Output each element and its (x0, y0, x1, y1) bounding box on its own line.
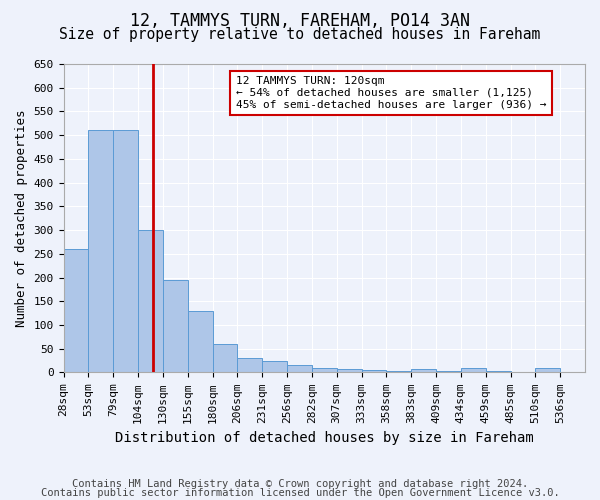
Text: Contains HM Land Registry data © Crown copyright and database right 2024.: Contains HM Land Registry data © Crown c… (72, 479, 528, 489)
Text: 12, TAMMYS TURN, FAREHAM, PO14 3AN: 12, TAMMYS TURN, FAREHAM, PO14 3AN (130, 12, 470, 30)
Bar (88, 130, 113, 372)
Bar (163, 280, 188, 372)
Bar (188, 311, 212, 372)
Bar (337, 368, 362, 372)
Bar (535, 368, 560, 372)
Bar (485, 371, 511, 372)
Bar (138, 230, 163, 372)
Bar (436, 371, 461, 372)
Bar (411, 368, 436, 372)
Bar (238, 358, 262, 372)
Bar (64, 249, 88, 372)
Bar (287, 366, 312, 372)
Bar (262, 360, 287, 372)
Bar (461, 368, 485, 372)
Text: 12 TAMMYS TURN: 120sqm
← 54% of detached houses are smaller (1,125)
45% of semi-: 12 TAMMYS TURN: 120sqm ← 54% of detached… (236, 76, 546, 110)
Text: Size of property relative to detached houses in Fareham: Size of property relative to detached ho… (59, 28, 541, 42)
Bar (362, 370, 386, 372)
Bar (312, 368, 337, 372)
Bar (113, 130, 138, 372)
Y-axis label: Number of detached properties: Number of detached properties (15, 110, 28, 327)
Bar (386, 371, 411, 372)
Bar (212, 344, 238, 372)
X-axis label: Distribution of detached houses by size in Fareham: Distribution of detached houses by size … (115, 431, 533, 445)
Text: Contains public sector information licensed under the Open Government Licence v3: Contains public sector information licen… (41, 488, 559, 498)
